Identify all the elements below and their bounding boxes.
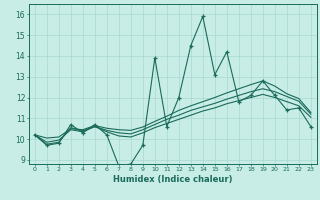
X-axis label: Humidex (Indice chaleur): Humidex (Indice chaleur) <box>113 175 233 184</box>
